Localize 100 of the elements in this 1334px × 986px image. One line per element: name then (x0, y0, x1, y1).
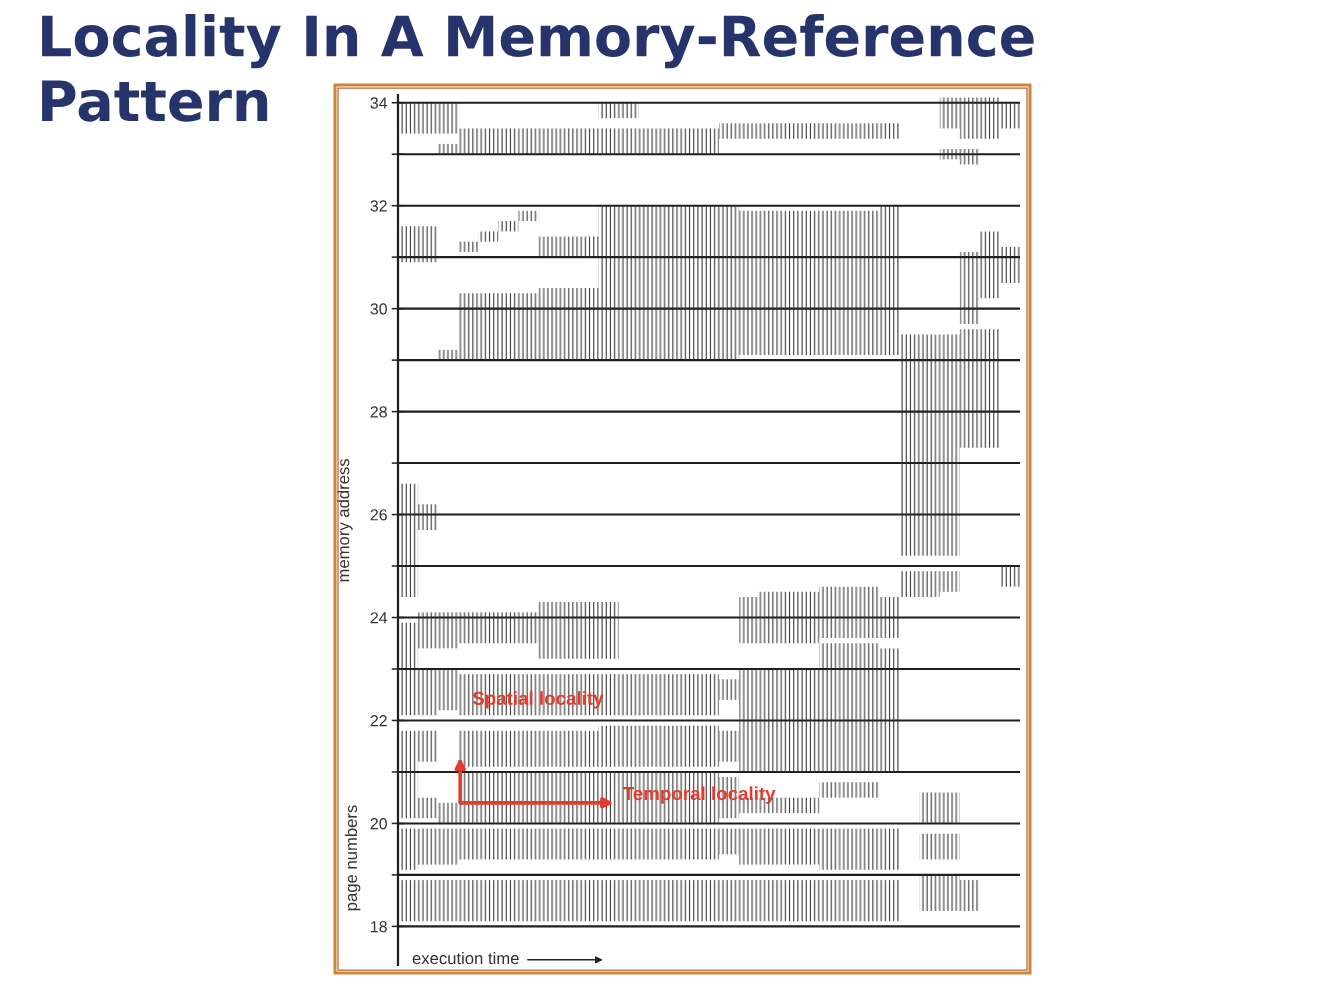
bar (478, 231, 499, 242)
bar (919, 334, 940, 556)
bar (759, 123, 780, 139)
y-tick-label: 24 (370, 612, 388, 624)
bar (759, 668, 780, 772)
bar (698, 128, 720, 155)
bar (919, 571, 940, 597)
bar (719, 679, 740, 700)
bar (999, 566, 1020, 587)
bar (879, 880, 900, 922)
bar (899, 334, 920, 556)
bar (498, 771, 519, 824)
bar (478, 730, 499, 767)
bar (578, 828, 599, 860)
bar (638, 205, 659, 361)
bar (538, 880, 559, 922)
bar (678, 674, 699, 716)
bar (638, 828, 659, 860)
bar (779, 797, 800, 814)
bar (458, 293, 479, 361)
bar (658, 880, 679, 922)
bar (799, 210, 820, 355)
bar (658, 205, 679, 361)
bar (819, 828, 840, 870)
bar (598, 880, 619, 922)
bar (859, 782, 880, 798)
bar (739, 880, 760, 922)
bar (698, 880, 720, 922)
bar (799, 880, 820, 922)
bar (418, 668, 439, 716)
y-tick-label: 20 (370, 818, 387, 830)
bar (518, 880, 539, 922)
bar (839, 880, 860, 922)
bar (879, 123, 900, 139)
bar (859, 643, 880, 772)
bar (438, 880, 459, 922)
bar (959, 329, 980, 448)
bar (899, 571, 920, 597)
bar (658, 725, 679, 767)
bar (678, 880, 699, 922)
bar (558, 128, 579, 155)
bar (698, 828, 720, 860)
bar (518, 210, 539, 222)
bar (598, 602, 619, 659)
y-tick-label: 32 (370, 200, 387, 212)
bar (638, 725, 659, 767)
bar (698, 674, 720, 716)
x-axis-title: execution time (412, 952, 519, 965)
bar (819, 782, 840, 798)
bar (959, 149, 980, 165)
bar (979, 231, 1000, 299)
bar (779, 880, 800, 922)
bar (558, 236, 579, 258)
bar (959, 252, 980, 325)
text: page numbers (344, 805, 361, 911)
bar (719, 730, 740, 762)
bar (418, 730, 439, 762)
bar (558, 288, 579, 361)
bar (638, 880, 659, 922)
bar (799, 797, 820, 814)
bar (478, 828, 499, 860)
bar (478, 128, 499, 155)
bar (618, 102, 639, 119)
bar (438, 802, 459, 824)
bar (498, 221, 519, 232)
bar (398, 483, 419, 597)
bar (819, 123, 840, 139)
bar (518, 730, 539, 767)
bar (578, 236, 599, 258)
bar (779, 591, 800, 644)
bar (819, 880, 840, 922)
bar (839, 123, 860, 139)
bar (538, 730, 559, 767)
bar (779, 828, 800, 865)
bar (939, 334, 960, 556)
bar (498, 128, 519, 155)
bar (498, 880, 519, 922)
bar (418, 828, 439, 865)
bar (638, 128, 659, 155)
bar (438, 349, 459, 361)
bar (719, 123, 740, 139)
bar (618, 828, 639, 860)
bar (538, 288, 559, 361)
bar (558, 880, 579, 922)
bar (598, 771, 619, 824)
bar (478, 771, 499, 824)
bar (438, 102, 459, 134)
bar (939, 149, 960, 160)
bar (859, 828, 880, 870)
bar (418, 880, 439, 922)
bar (398, 730, 419, 819)
bar (398, 880, 419, 922)
bar (518, 293, 539, 361)
bar (678, 205, 699, 361)
bar (658, 674, 679, 716)
bar (678, 725, 699, 767)
bar (658, 128, 679, 155)
bar (919, 874, 940, 911)
bar (939, 97, 960, 129)
bar (678, 128, 699, 155)
